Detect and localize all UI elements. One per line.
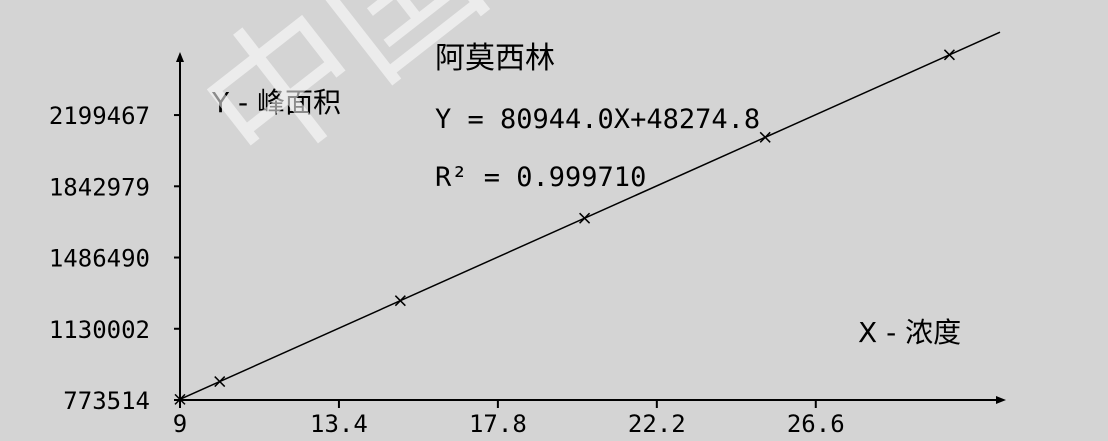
chart-title: 阿莫西林	[435, 41, 555, 76]
data-point	[174, 393, 186, 405]
data-point	[579, 212, 591, 224]
y-tick-label: 1486490	[49, 245, 150, 273]
y-tick-label: 1130002	[49, 316, 150, 344]
x-axis-label: X - 浓度	[858, 316, 961, 349]
x-tick-label: 17.8	[469, 410, 527, 438]
regression-line	[179, 31, 1001, 401]
x-axis-arrow	[996, 396, 1006, 404]
data-point	[214, 376, 226, 388]
y-tick-label: 773514	[63, 387, 150, 415]
x-tick-label: 9	[173, 410, 187, 438]
y-tick-label: 2199467	[49, 102, 150, 130]
data-point	[943, 49, 955, 61]
data-point	[394, 295, 406, 307]
regression-equation: Y = 80944.0X+48274.8	[435, 104, 760, 135]
x-tick-label: 22.2	[628, 410, 686, 438]
data-point	[759, 131, 771, 143]
y-tick-label: 1842979	[49, 173, 150, 201]
x-tick-label: 26.6	[787, 410, 845, 438]
y-axis-label: Y - 峰面积	[211, 86, 341, 119]
x-tick-label: 13.4	[310, 410, 368, 438]
r-squared-label: R² = 0.999710	[435, 162, 646, 193]
y-axis-arrow	[176, 52, 184, 62]
